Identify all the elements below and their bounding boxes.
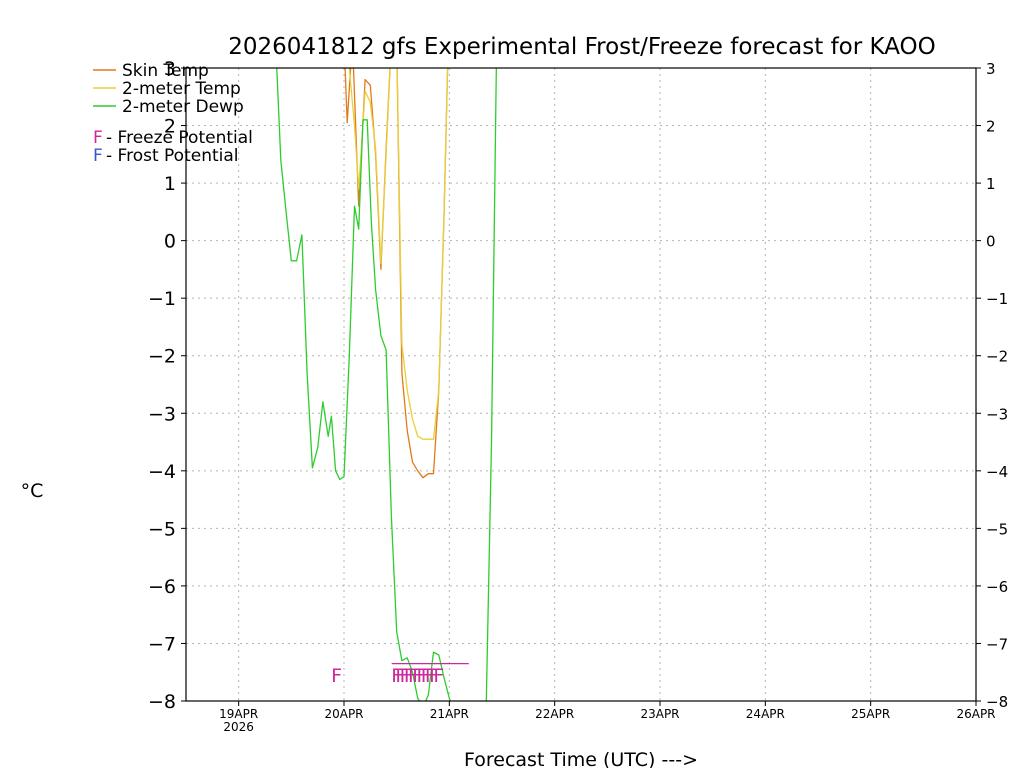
x-tick-label: 22APR [535,707,574,721]
x-tick-label: 20APR [324,707,363,721]
freeze-marker: F [395,665,406,687]
x-tick-label: 19APR [219,707,258,721]
freeze-marker: F [421,665,432,687]
y-tick-label-right: 3 [986,60,996,78]
y-tick-label-right: −8 [986,693,1008,711]
y-tick-label-right: −1 [986,290,1008,308]
freeze-marker: F [433,665,444,687]
freeze-marker: F [408,665,419,687]
y-tick-label: −3 [148,403,176,425]
y-tick-label: −1 [148,288,176,310]
y-tick-label-right: −4 [986,463,1008,481]
x-tick-label: 23APR [640,707,679,721]
left-y-axis: 3 2 1 0 −1 −2 −3 −4 −5 −6 −7 −8 [148,58,186,713]
chart-title: 2026041812 gfs Experimental Frost/Freeze… [228,34,935,60]
series-skin-temp [344,68,449,479]
y-tick-label-right: 0 [986,233,996,251]
y-tick-label-right: −3 [986,405,1008,423]
y-tick-label: −7 [148,633,176,655]
y-tick-label: 0 [164,231,176,253]
legend-label-2: 2-meter Temp [122,79,241,99]
y-tick-label: −4 [148,461,176,483]
x-axis-label: Forecast Time (UTC) ---> [464,749,698,768]
freeze-marker: F [416,665,427,687]
series-lines [276,68,497,701]
legend-label-3: 2-meter Dewp [122,97,244,117]
x-tick-label: 21APR [430,707,469,721]
x-tick-label: 25APR [851,707,890,721]
y-tick-label: 1 [164,173,176,195]
freeze-marker: F [400,665,411,687]
freeze-marker: F [391,665,402,687]
y-tick-label: −8 [148,691,176,713]
freeze-marker: F [331,665,342,687]
y-tick-label: −2 [148,346,176,368]
grid-lines [186,68,976,701]
plot-frame [185,67,977,702]
annotation-text-1: - Freeze Potential [106,128,253,148]
y-tick-label-right: −7 [986,635,1008,653]
y-tick-label: 2 [164,116,176,138]
series-2-meter-temp [348,68,449,440]
freeze-marker: F [412,665,423,687]
x-tick-sublabel: 2026 [223,720,254,734]
annotation-glyph-1: F [93,128,103,148]
annotation-text-2: - Frost Potential [106,146,239,166]
y-tick-label-right: −2 [986,348,1008,366]
freeze-marker: F [429,665,440,687]
y-axis-label: °C [21,480,44,502]
x-tick-label: 26APR [956,707,995,721]
y-tick-label-right: 2 [986,118,996,136]
y-tick-label: −5 [148,518,176,540]
y-tick-label-right: 1 [986,175,996,193]
freeze-marker: F [404,665,415,687]
annotation-glyph-2: F [93,146,103,166]
series-2-meter-dewp [276,68,497,701]
y-tick-label: −6 [148,576,176,598]
y-tick-label-right: −5 [986,520,1008,538]
right-y-axis: 3 2 1 0 −1 −2 −3 −4 −5 −6 −7 −8 [976,60,1008,711]
x-tick-label: 24APR [746,707,785,721]
freeze-marker: F [425,665,436,687]
y-tick-label: 3 [164,58,176,80]
y-tick-label-right: −6 [986,578,1008,596]
legend-label-1: Skin Temp [122,61,209,81]
